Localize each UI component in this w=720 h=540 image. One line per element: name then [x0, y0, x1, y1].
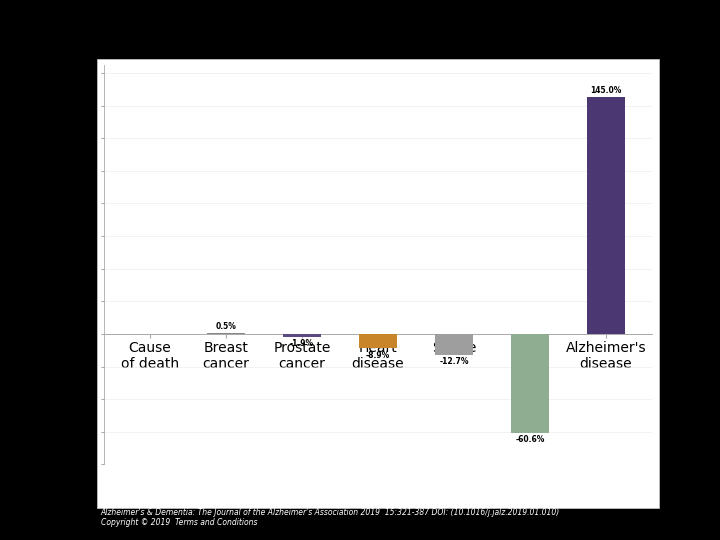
Bar — [435, 334, 473, 355]
Bar — [511, 334, 549, 433]
Y-axis label: Percentage: Percentage — [69, 243, 78, 286]
Text: Alzheimer's & Dementia: The Journal of the Alzheimer's Association 2019  15:321-: Alzheimer's & Dementia: The Journal of t… — [101, 508, 560, 527]
Text: Fig. 5: Fig. 5 — [343, 19, 377, 32]
Bar — [587, 97, 625, 334]
Text: -8.9%: -8.9% — [366, 351, 390, 360]
Text: 145.0%: 145.0% — [590, 86, 621, 95]
Text: 0.5%: 0.5% — [215, 322, 236, 330]
Text: -1.9%: -1.9% — [290, 340, 314, 348]
Text: -60.6%: -60.6% — [516, 435, 545, 444]
Bar — [359, 334, 397, 348]
Bar — [283, 334, 321, 337]
Bar — [207, 333, 245, 334]
Text: -12.7%: -12.7% — [439, 357, 469, 366]
